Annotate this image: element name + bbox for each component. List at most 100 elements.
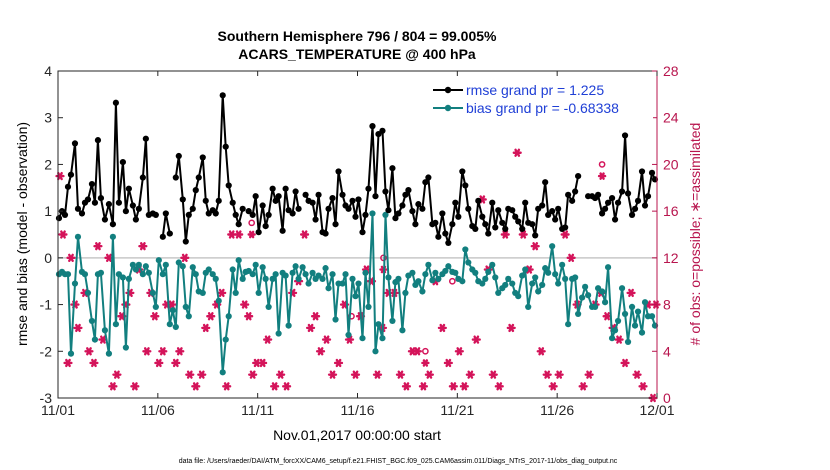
x-tick-label: 11/06: [141, 402, 175, 418]
bias-point: [219, 369, 226, 376]
rmse-point: [594, 191, 602, 198]
bias-point: [182, 303, 189, 311]
rmse-point: [219, 92, 226, 99]
obs-star-stroke: [114, 370, 120, 379]
y-left-tick-label: -1: [40, 297, 53, 313]
bias-point: [162, 261, 169, 268]
rmse-point: [485, 230, 492, 237]
rmse-point: [166, 230, 173, 237]
obs-star-stroke: [473, 335, 480, 344]
rmse-point: [641, 202, 649, 209]
obs-assimilated-marker: [471, 335, 481, 344]
obs-assimilated-marker: [201, 323, 211, 333]
bias-point: [135, 261, 142, 268]
rmse-point: [532, 232, 539, 239]
bias-point: [385, 274, 392, 281]
bias-point: [166, 321, 173, 328]
bias-point: [84, 289, 92, 296]
chart-title-line1: Southern Hemisphere 796 / 804 = 99.005%: [218, 28, 498, 44]
rmse-point: [235, 221, 242, 228]
bias-point: [598, 288, 606, 295]
rmse-point: [249, 211, 256, 218]
bias-point: [172, 323, 179, 331]
rmse-point: [459, 168, 466, 175]
bias-point: [71, 280, 79, 287]
bias-point: [302, 271, 309, 278]
bias-point: [505, 275, 512, 282]
rmse-point: [329, 194, 336, 202]
obs-assimilated-marker: [150, 312, 160, 321]
bias-point: [155, 257, 162, 264]
bias-point: [81, 271, 89, 278]
legend-bias-marker: [444, 104, 452, 112]
bias-point: [159, 271, 166, 278]
rmse-point: [265, 211, 272, 218]
obs-assimilated-marker: [58, 230, 68, 239]
rmse-point: [492, 224, 499, 231]
obs-star-stroke: [131, 382, 138, 391]
rmse-point: [279, 227, 286, 234]
obs-assimilated-marker: [310, 312, 321, 321]
bias-point: [142, 263, 149, 270]
rmse-point: [232, 211, 239, 218]
obs-assimilated-marker: [327, 370, 338, 379]
rmse-point: [462, 182, 469, 189]
obs-assimilated-marker: [488, 370, 498, 379]
y-left-tick-label: 3: [44, 110, 52, 126]
obs-star-stroke: [616, 335, 622, 344]
rmse-point: [84, 196, 92, 203]
x-tick-label: 11/26: [540, 402, 574, 418]
obs-star-stroke: [628, 288, 634, 298]
rmse-point: [215, 197, 222, 204]
bias-point: [235, 257, 242, 264]
obs-assimilated-marker: [315, 347, 326, 356]
rmse-point: [212, 210, 219, 217]
bias-point: [492, 274, 499, 281]
bias-point: [339, 280, 346, 287]
rmse-point: [302, 191, 309, 198]
rmse-point: [189, 205, 196, 212]
rmse-point: [349, 197, 356, 204]
bias-point: [592, 303, 599, 311]
obs-assimilated-marker: [154, 358, 164, 368]
obs-star-stroke: [323, 335, 330, 344]
rmse-point: [229, 199, 236, 206]
rmse-point: [172, 174, 179, 181]
obs-assimilated-marker: [578, 382, 588, 391]
obs-assimilated-marker: [620, 358, 630, 368]
rmse-point: [112, 99, 120, 106]
obs-assimilated-marker: [248, 370, 258, 379]
bias-point: [101, 327, 109, 334]
bias-point: [285, 322, 292, 329]
bias-point: [559, 261, 566, 268]
y-right-axis-label: # of obs: o=possible; ∗=assimilated: [687, 123, 703, 346]
rmse-point: [352, 213, 359, 220]
rmse-point: [325, 205, 332, 212]
rmse-point: [64, 183, 72, 190]
bias-point: [295, 275, 302, 282]
bias-point: [262, 275, 269, 282]
rmse-point: [202, 197, 209, 204]
obs-star-stroke: [228, 230, 235, 239]
rmse-point: [139, 174, 146, 181]
obs-star-stroke: [159, 347, 166, 356]
x-tick-label: 11/11: [241, 402, 274, 418]
bias-point: [419, 288, 426, 295]
rmse-point: [162, 210, 169, 217]
bias-point: [365, 303, 372, 311]
bias-point: [255, 289, 262, 296]
obs-assimilated-marker: [270, 382, 280, 391]
rmse-point: [152, 211, 159, 218]
rmse-point: [509, 207, 516, 214]
obs-star-stroke: [502, 230, 509, 239]
rmse-point: [239, 205, 246, 212]
rmse-point: [631, 205, 639, 212]
obs-assimilated-marker: [372, 370, 383, 379]
bias-point: [122, 344, 129, 351]
bias-point: [64, 271, 72, 278]
bias-point: [91, 336, 99, 343]
obs-assimilated-marker: [93, 242, 103, 251]
rmse-point: [91, 199, 99, 206]
obs-assimilated-marker: [66, 253, 76, 263]
obs-star-stroke: [403, 382, 410, 391]
